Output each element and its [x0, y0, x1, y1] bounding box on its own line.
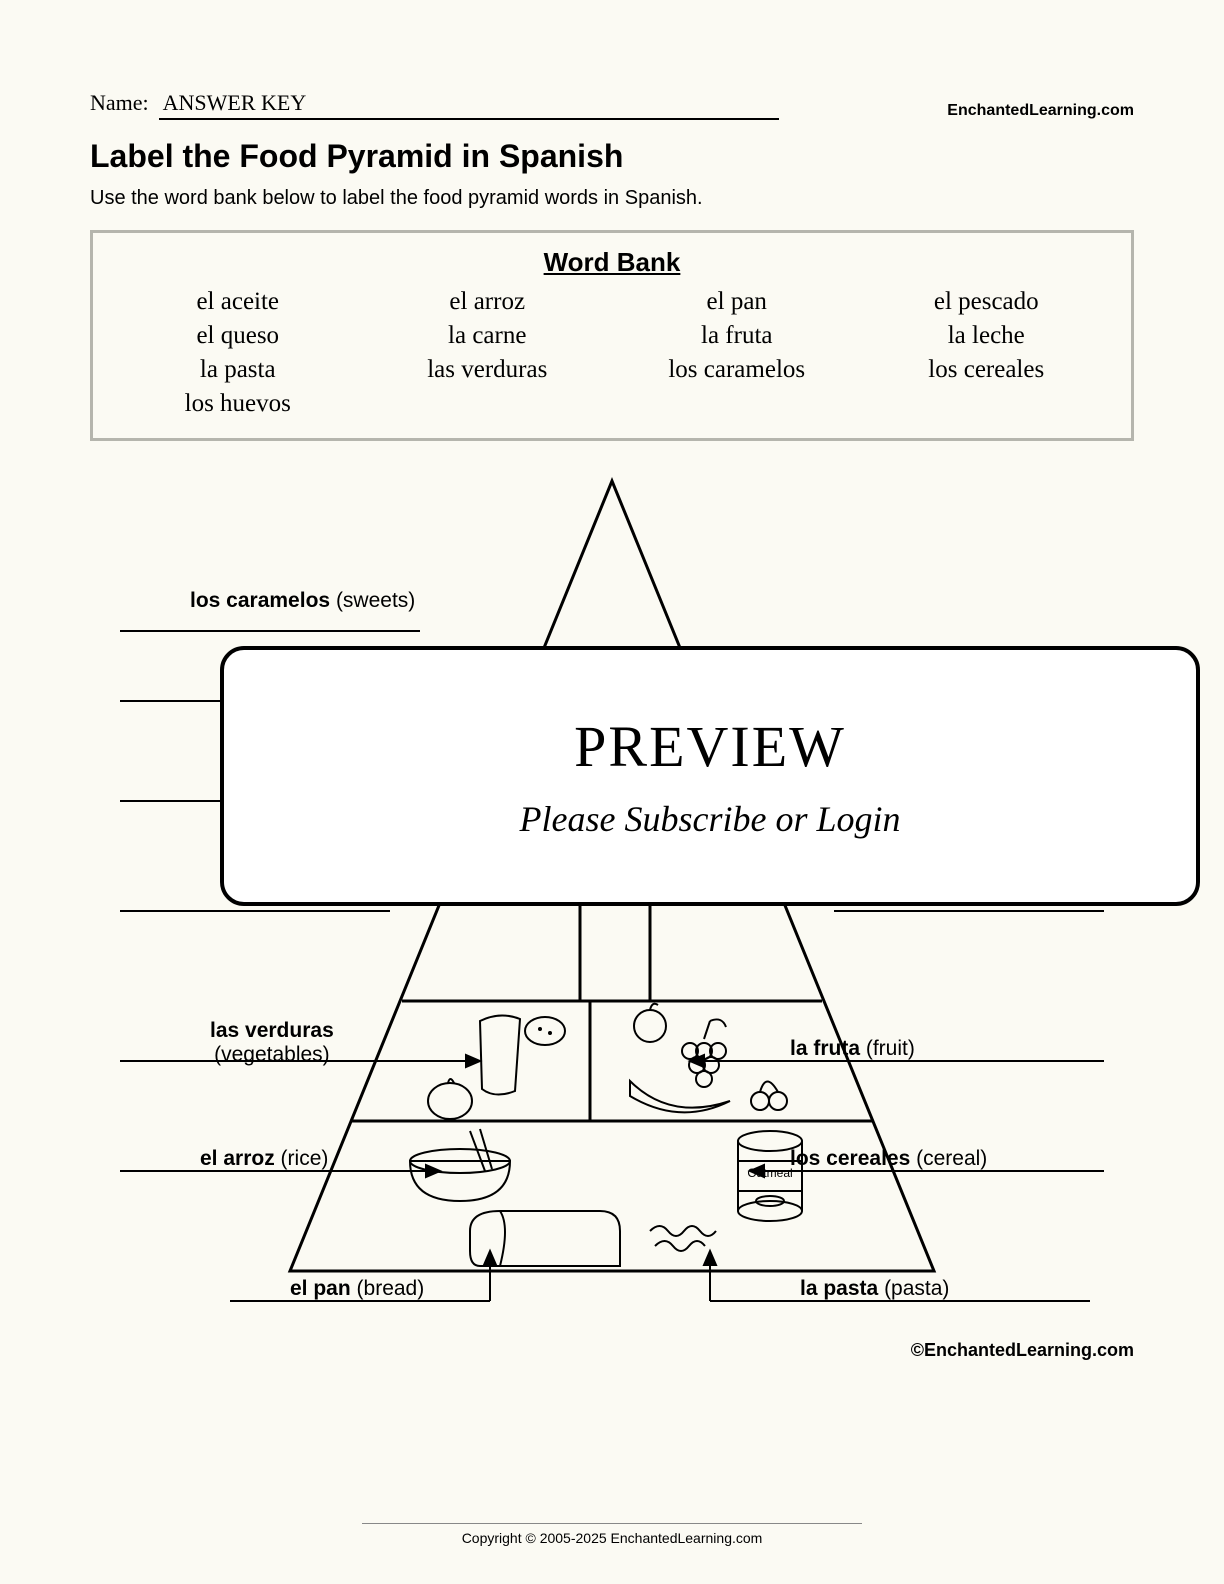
word-item: los cereales: [872, 356, 1102, 384]
label-verduras: las verduras (vegetables): [210, 1019, 334, 1067]
preview-title: PREVIEW: [574, 713, 846, 780]
footer-text: Copyright © 2005-2025 EnchantedLearning.…: [462, 1530, 763, 1546]
word-bank-grid: el aceite el arroz el pan el pescado el …: [123, 288, 1101, 418]
worksheet-page: Name: ANSWER KEY EnchantedLearning.com L…: [0, 0, 1224, 1584]
word-item: el queso: [123, 322, 353, 350]
word-item: el pan: [622, 288, 852, 316]
preview-subtitle: Please Subscribe or Login: [520, 798, 901, 840]
word-item: la fruta: [622, 322, 852, 350]
word-item: los caramelos: [622, 356, 852, 384]
label-arroz: el arroz (rice): [200, 1147, 328, 1171]
copyright: ©EnchantedLearning.com: [911, 1340, 1134, 1361]
preview-overlay: PREVIEW Please Subscribe or Login: [220, 646, 1200, 906]
name-label: Name:: [90, 90, 149, 116]
word-bank-title: Word Bank: [123, 247, 1101, 278]
instructions: Use the word bank below to label the foo…: [90, 187, 1134, 210]
label-pan: el pan (bread): [290, 1277, 424, 1301]
word-item: el aceite: [123, 288, 353, 316]
site-brand: EnchantedLearning.com: [947, 102, 1134, 120]
name-value: ANSWER KEY: [159, 90, 779, 120]
page-footer: Copyright © 2005-2025 EnchantedLearning.…: [0, 1523, 1224, 1546]
label-fruta: la fruta (fruit): [790, 1037, 915, 1061]
word-item: la pasta: [123, 356, 353, 384]
label-caramelos: los caramelos (sweets): [190, 589, 415, 613]
word-item: las verduras: [373, 356, 603, 384]
word-item: el arroz: [373, 288, 603, 316]
oatmeal-text: Oatmeal: [747, 1166, 792, 1180]
word-item: el pescado: [872, 288, 1102, 316]
pyramid-diagram: Oatmeal los caramelos (sweets) las verdu…: [90, 471, 1134, 1351]
page-title: Label the Food Pyramid in Spanish: [90, 138, 1134, 175]
name-field: Name: ANSWER KEY: [90, 90, 779, 120]
word-bank: Word Bank el aceite el arroz el pan el p…: [90, 230, 1134, 441]
word-item: la carne: [373, 322, 603, 350]
header-row: Name: ANSWER KEY EnchantedLearning.com: [90, 90, 1134, 120]
word-item: la leche: [872, 322, 1102, 350]
word-item: los huevos: [123, 390, 353, 418]
label-cereales: los cereales (cereal): [790, 1147, 987, 1171]
label-pasta: la pasta (pasta): [800, 1277, 949, 1301]
